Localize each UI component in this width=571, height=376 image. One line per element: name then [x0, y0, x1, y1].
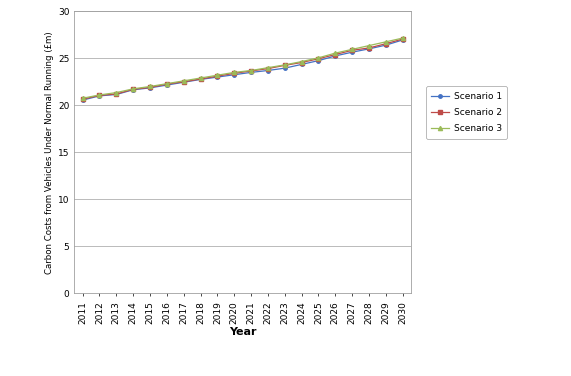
Scenario 2: [197, 77, 204, 81]
Scenario 2: [298, 60, 305, 65]
Scenario 1: [264, 68, 271, 73]
Line: Scenario 1: Scenario 1: [81, 38, 404, 102]
Scenario 3: [130, 86, 136, 91]
Scenario 3: [349, 47, 356, 52]
Scenario 2: [399, 37, 406, 41]
Scenario 3: [282, 63, 288, 67]
Scenario 2: [264, 66, 271, 71]
Scenario 2: [180, 80, 187, 84]
Scenario 3: [231, 70, 238, 74]
Legend: Scenario 1, Scenario 2, Scenario 3: Scenario 1, Scenario 2, Scenario 3: [426, 86, 507, 139]
Scenario 1: [231, 73, 238, 77]
Scenario 2: [349, 48, 356, 53]
Scenario 1: [180, 80, 187, 85]
Scenario 2: [79, 97, 86, 102]
Scenario 2: [332, 52, 339, 57]
Scenario 2: [163, 82, 170, 86]
Scenario 3: [315, 56, 322, 60]
Scenario 2: [365, 46, 372, 50]
Scenario 3: [79, 96, 86, 100]
Y-axis label: Carbon Costs from Vehicles Under Normal Running (£m): Carbon Costs from Vehicles Under Normal …: [45, 31, 54, 274]
Scenario 2: [282, 63, 288, 68]
Scenario 3: [163, 82, 170, 86]
Scenario 3: [383, 39, 389, 44]
Scenario 1: [130, 88, 136, 92]
Scenario 1: [282, 66, 288, 70]
Scenario 2: [147, 85, 154, 90]
Scenario 3: [147, 84, 154, 89]
Scenario 1: [214, 75, 221, 79]
Scenario 1: [96, 94, 103, 98]
X-axis label: Year: Year: [229, 327, 256, 337]
Scenario 1: [248, 70, 255, 74]
Scenario 3: [113, 90, 120, 95]
Line: Scenario 2: Scenario 2: [81, 37, 404, 101]
Scenario 1: [332, 54, 339, 58]
Scenario 1: [147, 86, 154, 90]
Scenario 2: [96, 93, 103, 98]
Scenario 1: [113, 92, 120, 97]
Scenario 3: [96, 93, 103, 97]
Scenario 3: [399, 36, 406, 40]
Scenario 3: [214, 73, 221, 77]
Scenario 1: [315, 58, 322, 63]
Scenario 2: [383, 41, 389, 46]
Scenario 3: [298, 59, 305, 64]
Scenario 1: [298, 62, 305, 67]
Scenario 2: [130, 87, 136, 92]
Scenario 2: [315, 56, 322, 61]
Scenario 3: [248, 68, 255, 73]
Scenario 3: [197, 76, 204, 80]
Scenario 3: [180, 79, 187, 83]
Scenario 1: [79, 98, 86, 102]
Scenario 1: [365, 47, 372, 51]
Scenario 3: [365, 43, 372, 48]
Scenario 2: [214, 74, 221, 79]
Scenario 1: [383, 43, 389, 47]
Line: Scenario 3: Scenario 3: [81, 36, 405, 100]
Scenario 1: [163, 83, 170, 87]
Scenario 1: [399, 38, 406, 42]
Scenario 2: [231, 71, 238, 76]
Scenario 3: [332, 51, 339, 55]
Scenario 2: [113, 92, 120, 96]
Scenario 1: [349, 50, 356, 55]
Scenario 2: [248, 69, 255, 73]
Scenario 1: [197, 77, 204, 82]
Scenario 3: [264, 65, 271, 70]
